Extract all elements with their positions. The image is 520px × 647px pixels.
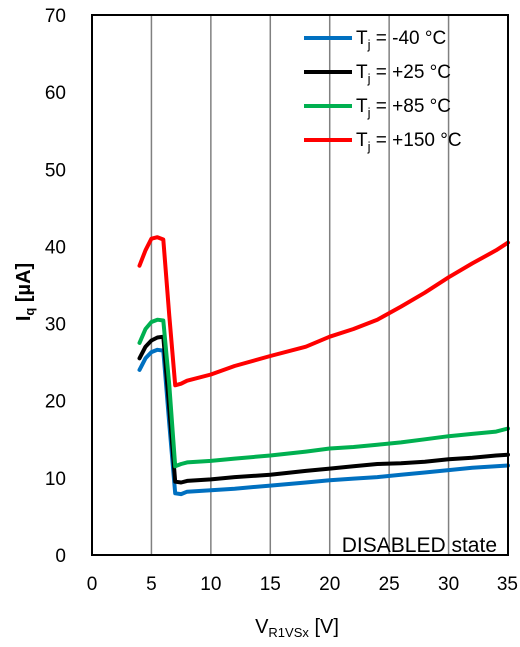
annotation-label: DISABLED state [342,534,497,557]
y-tick-label-10: 10 [45,469,66,490]
plot-frame [91,14,509,556]
legend-label-1: Tj = +25 °C [356,62,451,86]
x-tick-label-35: 35 [497,574,518,595]
y-tick-label-0: 0 [55,546,66,567]
x-axis-title-sub: R1VSx [268,625,309,640]
x-tick-label-0: 0 [87,574,98,595]
y-tick-label-70: 70 [45,6,66,27]
x-axis-title-main: V [255,616,269,638]
y-tick-label-50: 50 [45,160,66,181]
series-lines [137,235,510,497]
y-axis-title-main: I [13,316,35,322]
series-line-2 [137,317,510,469]
y-axis-title: Iq [µA] [13,263,37,321]
x-tick-labels: 0 5 10 15 20 25 30 35 [87,574,518,595]
y-tick-label-40: 40 [45,237,66,258]
series-line-0 [137,347,510,497]
legend-label-2: Tj = +85 °C [356,96,451,120]
x-tick-label-10: 10 [200,574,221,595]
x-tick-label-25: 25 [379,574,400,595]
legend-label-0: Tj = -40 °C [356,28,446,52]
x-axis-title: VR1VSx [V] [255,616,339,640]
legend-label-3: Tj = +150 °C [356,130,462,154]
x-tick-label-15: 15 [260,574,281,595]
y-axis-title-unit: [µA] [13,263,35,308]
y-tick-label-20: 20 [45,392,66,413]
series-line-3 [137,235,510,388]
x-tick-label-30: 30 [438,574,459,595]
x-axis-title-unit: [V] [309,616,339,638]
y-tick-label-60: 60 [45,83,66,104]
series-line-1 [137,334,510,485]
y-tick-label-30: 30 [45,315,66,336]
x-tick-label-5: 5 [146,574,157,595]
y-axis-title-sub: q [22,308,37,316]
legend: Tj = -40 °C Tj = +25 °C Tj = +85 °C Tj = +1… [304,28,462,154]
y-tick-labels: 0 10 20 30 40 50 60 70 [45,6,66,567]
x-tick-label-20: 20 [319,574,340,595]
